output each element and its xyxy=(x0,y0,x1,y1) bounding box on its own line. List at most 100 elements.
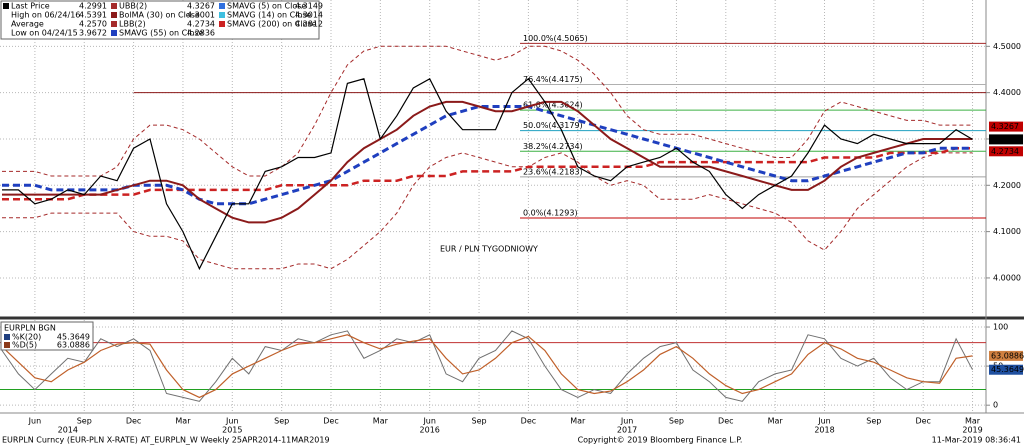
legend-swatch xyxy=(4,334,10,340)
legend-label: Low on 04/24/15 xyxy=(11,29,78,38)
x-tick-label: Mar xyxy=(570,417,586,426)
x-tick-label: Sep xyxy=(669,417,684,426)
x-tick-label: Sep xyxy=(77,417,92,426)
x-tick-label: Jun xyxy=(620,417,634,426)
value-tag-label: 4.2734 xyxy=(991,147,1019,156)
y-tick-label: 4.4000 xyxy=(993,88,1021,97)
legend-value: 4.2836 xyxy=(187,29,215,38)
x-tick-label: Mar xyxy=(175,417,191,426)
series-line xyxy=(2,152,973,270)
x-tick-label: Mar xyxy=(768,417,784,426)
legend-label: UBB(2) xyxy=(119,2,147,11)
legend-label: Last Price xyxy=(11,2,50,11)
value-tag-label: 4.3267 xyxy=(991,122,1019,131)
footer-center: Copyright© 2019 Bloomberg Finance L.P. xyxy=(578,436,743,445)
x-tick-label: Dec xyxy=(915,417,930,426)
legend-value: 4.3001 xyxy=(187,11,215,20)
x-year-label: 2016 xyxy=(420,426,440,435)
series-line xyxy=(2,146,973,201)
fib-label: 23.6%(4.2183) xyxy=(523,167,583,176)
fib-label: 0.0%(4.1293) xyxy=(523,209,578,218)
value-tag xyxy=(989,134,1023,145)
legend-label: SMAVG (200) on Close xyxy=(227,20,317,29)
series-line xyxy=(2,45,973,177)
value-tag xyxy=(989,146,1023,157)
series-line xyxy=(2,77,973,271)
legend-label: SMAVG (14) on Close xyxy=(227,11,312,20)
legend-label: LBB(2) xyxy=(119,20,146,29)
series-line xyxy=(2,100,973,224)
legend-value: 4.3014 xyxy=(295,11,323,20)
legend-value: 4.3267 xyxy=(187,2,215,11)
x-year-label: 2017 xyxy=(617,426,637,435)
legend-swatch xyxy=(4,342,10,348)
y-tick-label: 4.5000 xyxy=(993,42,1021,51)
y-tick-label: 4.2000 xyxy=(993,181,1021,190)
x-year-label: 2015 xyxy=(222,426,242,435)
legend-label: SMAVG (55) on Close xyxy=(119,29,204,38)
x-tick-label: Jun xyxy=(817,417,831,426)
x-tick-label: Dec xyxy=(126,417,141,426)
legend-value: 4.2734 xyxy=(187,20,215,29)
legend-swatch xyxy=(111,30,117,36)
value-tag-label: 63.0886 xyxy=(991,351,1024,360)
legend-swatch xyxy=(219,21,225,27)
annotation: EUR / PLN TYGODNIOWY xyxy=(440,245,538,254)
y-tick-label: 100 xyxy=(993,323,1008,332)
value-tag-label: 4.2991 xyxy=(991,135,1019,144)
x-tick-label: Dec xyxy=(718,417,733,426)
x-tick-label: Jun xyxy=(225,417,239,426)
legend-swatch xyxy=(111,3,117,9)
legend-value: 45.3649 xyxy=(57,333,90,342)
fib-label: 76.4%(4.4175) xyxy=(523,75,583,84)
footer-right: 11-Mar-2019 08:36:41 xyxy=(932,436,1021,445)
value-tag-label: 45.3649 xyxy=(991,365,1024,374)
x-tick-label: Sep xyxy=(866,417,881,426)
series-line xyxy=(2,105,973,206)
legend-value: 4.2812 xyxy=(295,20,323,29)
value-tag xyxy=(989,121,1023,132)
legend-value: 4.2991 xyxy=(79,2,107,11)
legend-value: 4.2570 xyxy=(79,20,107,29)
x-tick-label: Sep xyxy=(472,417,487,426)
x-tick-label: Mar xyxy=(373,417,389,426)
legend-box xyxy=(0,0,320,40)
legend: EURPLN BGN%K(20) 45.3649 %D(5) 63.0886 xyxy=(0,321,94,351)
x-tick-label: Mar xyxy=(965,417,981,426)
legend-box xyxy=(0,321,94,351)
x-year-label: 2018 xyxy=(814,426,834,435)
y-tick-label: 4.0000 xyxy=(993,273,1021,282)
legend-value: 3.9672 xyxy=(79,29,107,38)
fib-label: 38.2%(4.2734) xyxy=(523,142,583,151)
x-tick-label: Jun xyxy=(28,417,42,426)
x-tick-label: Sep xyxy=(274,417,289,426)
value-tag xyxy=(989,350,1023,361)
x-year-label: 2014 xyxy=(58,426,78,435)
series-line xyxy=(1,330,973,402)
legend-title: EURPLN BGN xyxy=(4,324,56,333)
footer-left: EURPLN Curncy (EUR-PLN X-RATE) AT_EURPLN… xyxy=(2,436,330,445)
legend-swatch xyxy=(219,12,225,18)
fib-label: 100.0%(4.5065) xyxy=(523,34,588,43)
legend-label: %K(20) xyxy=(12,333,41,342)
x-tick-label: Dec xyxy=(323,417,338,426)
y-tick-label: 0 xyxy=(993,401,998,410)
value-tag xyxy=(989,364,1023,375)
legend-swatch xyxy=(111,12,117,18)
legend-label: High on 06/24/16 xyxy=(11,11,80,20)
x-tick-label: Dec xyxy=(521,417,536,426)
legend-value: 4.3149 xyxy=(295,2,323,11)
legend-swatch xyxy=(111,21,117,27)
y-tick-label: 4.1000 xyxy=(993,227,1021,236)
series-line xyxy=(1,334,973,399)
legend-label: %D(5) xyxy=(12,341,37,350)
legend-value: 63.0886 xyxy=(57,341,90,350)
legend-swatch xyxy=(3,3,9,9)
x-tick-label: Jun xyxy=(422,417,436,426)
legend-label: SMAVG (5) on Close xyxy=(227,2,306,11)
fib-label: 50.0%(4.3179) xyxy=(523,121,583,130)
legend-value: 4.5391 xyxy=(79,11,107,20)
